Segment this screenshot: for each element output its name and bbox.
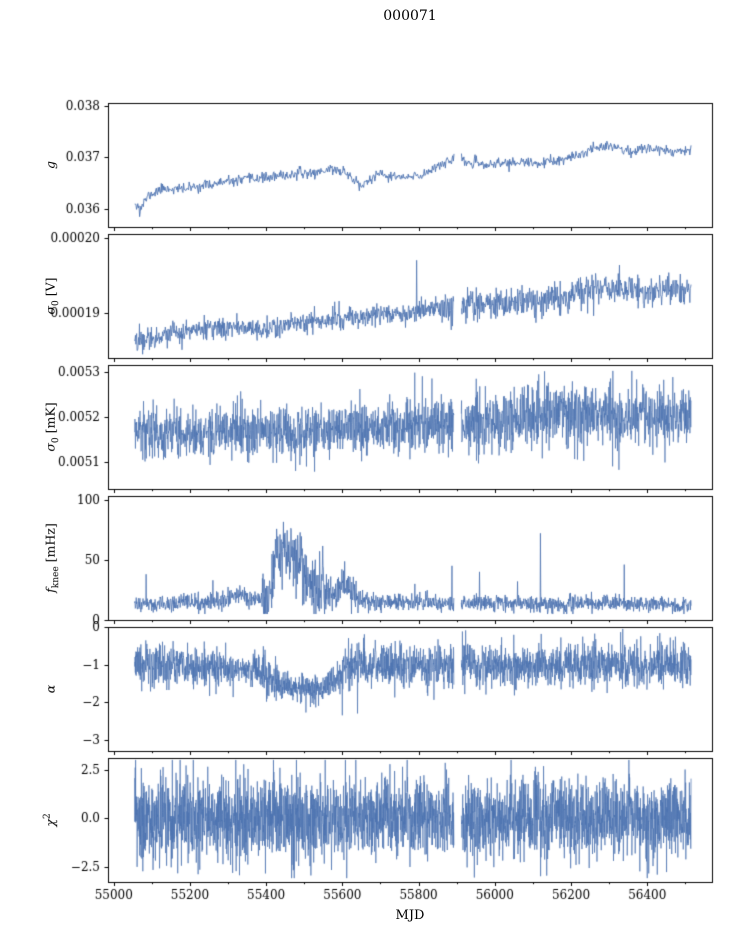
panel-gain: g — [0, 97, 739, 237]
panel-chi-squared: χ2 — [0, 752, 739, 910]
plot-canvas-4 — [0, 621, 739, 761]
y-axis-label-chi-squared: χ2 — [42, 813, 58, 827]
figure-title: 000071 — [383, 8, 437, 24]
x-axis-label: MJD — [395, 908, 425, 923]
plot-canvas-0 — [0, 97, 739, 237]
y-axis-label-alpha: α — [42, 684, 58, 694]
plot-canvas-2 — [0, 359, 739, 499]
y-axis-label-sigma0-millikelvin: σ0 [mK] — [42, 402, 62, 452]
panel-alpha: α — [0, 621, 739, 761]
plot-canvas-1 — [0, 228, 739, 368]
plot-canvas-3 — [0, 490, 739, 630]
y-axis-label-gain: g — [42, 160, 58, 170]
y-axis-label-knee-frequency: fknee [mHz] — [42, 523, 62, 593]
y-axis-label-sigma0-volts: σ0 [V] — [42, 277, 62, 315]
panel-sigma0-volts: σ0 [V] — [0, 228, 739, 368]
panel-knee-frequency: fknee [mHz] — [0, 490, 739, 630]
plot-canvas-5 — [0, 752, 739, 910]
panel-sigma0-millikelvin: σ0 [mK] — [0, 359, 739, 499]
